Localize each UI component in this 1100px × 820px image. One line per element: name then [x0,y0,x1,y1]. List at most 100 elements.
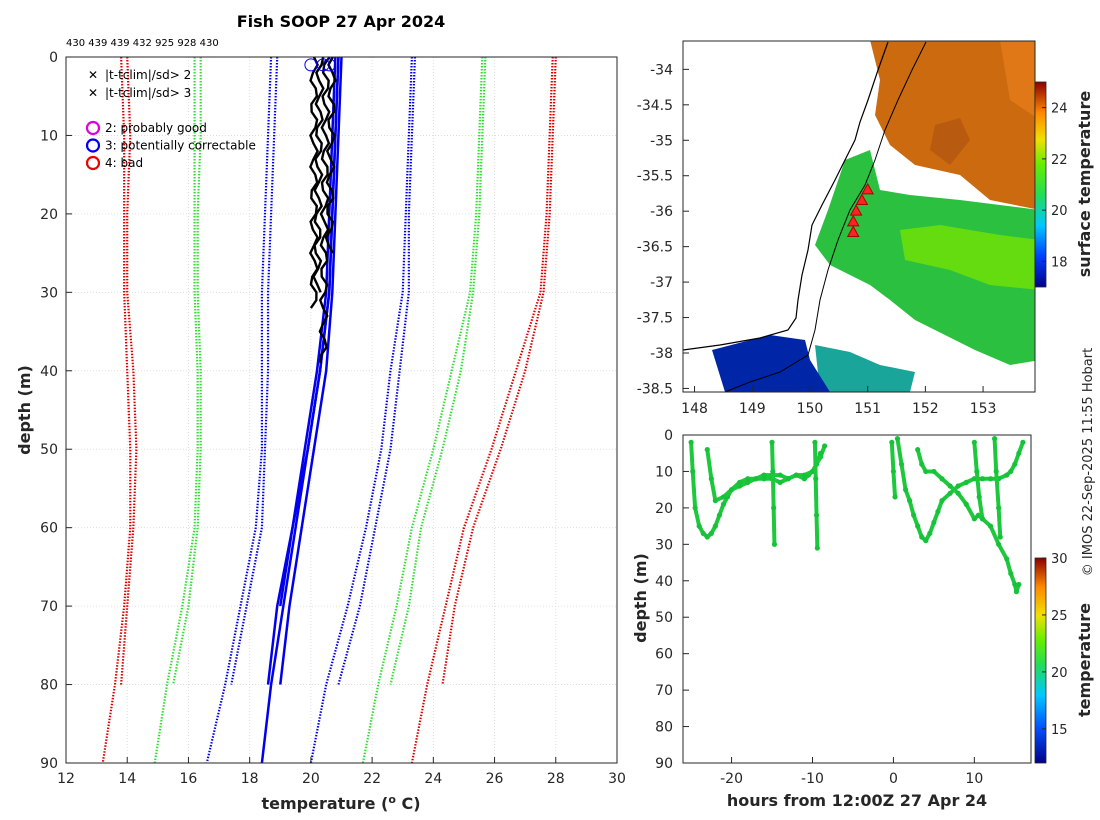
depth-track-point [785,476,791,482]
profiles-blue [260,56,343,764]
profile-blue-line [279,56,343,685]
legend-x-marker: ✕ [88,86,98,100]
depth-track-point [1020,439,1026,445]
depth-track-point [907,498,913,504]
y-tick-label: 30 [40,285,58,301]
depth-track-point [728,487,735,493]
time-x-ticks: -20 -10 0 10 [720,757,983,787]
x-tick-label: 26 [486,771,504,787]
temp-colorbar-ticks: 15 20 25 30 [1042,552,1068,738]
y-tick-label: 50 [40,442,58,458]
sst-colorbar-label: surface temperature [1075,91,1094,278]
sst-colorbar [1034,81,1047,288]
x-tick-label: 18 [241,771,259,787]
depth-track-point [931,519,937,526]
y-tick-label: 80 [40,678,58,694]
depth-track-point [745,476,751,482]
depth-track-point [996,505,1002,511]
legend-label: |t-tclim|/sd> 2 [105,68,191,82]
profile-blue-line [260,56,340,764]
time-x-tick-label: -10 [801,771,824,787]
top-annotation: 430 439 439 432 925 928 430 [66,38,219,49]
y-tick-label: 70 [40,599,58,615]
depth-track-line [770,440,777,547]
x-tick-label: 16 [180,771,198,787]
y-tick-label: 10 [40,128,58,144]
depth-track-point [979,476,986,482]
x-tick-label: 22 [363,771,381,787]
depth-track-point [813,512,820,518]
time-y-tick-label: 80 [655,720,673,736]
profile-black-line [312,56,325,293]
y-tick-label: 40 [40,364,58,380]
time-y-tick-label: 30 [655,537,673,553]
climatology-bound-line [153,57,199,764]
ship-position-marker [846,225,860,237]
profile-black-line [308,56,319,309]
depth-track-point [822,443,828,449]
map-x-ticks: 148 149 150 151 152 153 [681,386,996,417]
time-x-tick-label: 10 [965,771,983,787]
map-x-tick-label: 153 [970,401,997,417]
y-tick-label: 20 [40,207,58,223]
temp-colorbar-tick-label: 20 [1051,666,1068,681]
depth-track-point [996,541,1002,547]
x-tick-label: 30 [608,771,626,787]
depth-track-point [761,472,767,478]
depth-track-point [927,530,933,537]
time-axes-frame [682,434,1032,764]
temp-colorbar-tick-label: 15 [1051,723,1068,738]
depth-track-point [971,516,977,522]
depth-track-point [923,538,929,544]
sst-colorbar-ticks: 18 20 22 24 [1042,102,1068,270]
flag-circle [316,58,330,72]
legend-label: 2: probably good [105,121,207,135]
map-x-tick-label: 150 [797,401,824,417]
depth-track-point [991,436,998,442]
climatology-bound-line [361,56,484,764]
y-tick-label: 0 [49,50,58,66]
depth-track-point [720,501,727,507]
climatology-bounds [101,56,557,764]
legend-circle-marker [85,120,101,136]
depth-track-line [972,440,985,521]
x-tick-label: 20 [302,771,320,787]
depth-track-point [817,450,824,456]
sst-colorbar-tick-label: 24 [1051,102,1068,117]
temp-colorbar-tick-label: 30 [1051,552,1068,567]
map-y-ticks: -34 -34.5 -35 -35.5 -36 -36.5 -37 -37.5 -38 -38.5 [637,62,689,397]
y-tick-label: 90 [40,756,58,772]
legend-circle-marker [85,138,101,153]
profile-blue-line [279,56,337,607]
map-y-tick-label: -34 [650,62,673,78]
time-y-tick-label: 70 [655,683,673,699]
sst-warm-patch-3 [930,118,970,165]
depth-track-point [801,476,807,482]
depth-track-point [963,501,969,507]
time-depth-panel: -20 -10 0 10 0 10 20 30 40 50 60 70 80 90 hours from… [631,428,1094,810]
depth-track-point [939,498,945,504]
flag-circle [322,58,336,72]
depth-track-point [947,483,953,489]
sst-cold-patch [712,335,830,392]
depth-track-point [1016,450,1022,456]
sst-field [712,41,1035,392]
depth-track-point [716,512,723,518]
map-panel: 148 149 150 151 152 153 -34-34.5-35-35.5-36-3… [637,40,1094,417]
depth-track-point [974,468,980,475]
map-y-tick-label: -38.5 [637,381,673,397]
ship-position-marker [861,182,875,195]
ship-position-marker [849,204,863,216]
map-x-tick-label: 152 [912,401,939,417]
legend-label: 3: potentially correctable [105,139,256,153]
flag-circles [304,58,336,72]
depth-track-point [690,468,696,475]
depth-track-point [708,476,714,482]
depth-track-point [1012,581,1018,588]
depth-track-point [955,483,961,489]
depth-track-point [771,541,778,547]
depth-track-point [1004,472,1010,478]
map-y-tick-label: -36 [650,204,673,220]
profile-y-label: depth (m) [15,365,34,455]
depth-track-point [737,479,743,485]
